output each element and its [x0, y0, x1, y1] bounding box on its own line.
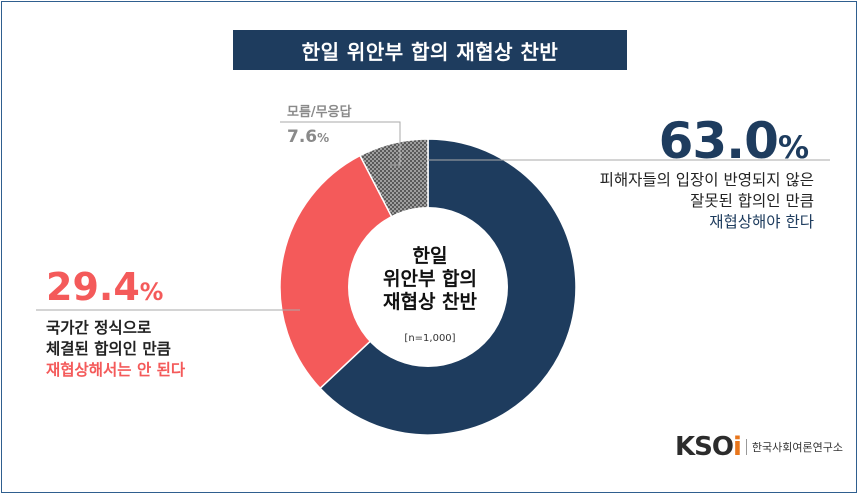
no-description: 국가간 정식으로 체결된 합의인 만큼 재협상해서는 안 된다: [46, 319, 186, 379]
leader-line-dk: [280, 121, 401, 166]
sample-size: [n=1,000]: [404, 333, 456, 344]
yes-percentage: 63.0%: [658, 112, 809, 170]
center-title: 한일 위안부 합의 재협상 찬반: [382, 245, 477, 313]
logo-mark: KSOi: [675, 432, 742, 462]
donut-hole: [348, 207, 508, 367]
ksoi-logo: KSOi 한국사회여론연구소: [675, 432, 843, 462]
yes-description: 피해자들의 입장이 반영되지 않은 잘못된 합의인 만큼 재협상해야 한다: [599, 171, 814, 231]
dk-label: 모름/무응답: [287, 105, 352, 120]
no-percentage: 29.4%: [46, 265, 164, 309]
logo-text: 한국사회여론연구소: [745, 439, 843, 455]
chart-title: 한일 위안부 합의 재협상 찬반: [233, 30, 627, 70]
dk-percentage: 7.6%: [287, 127, 330, 147]
